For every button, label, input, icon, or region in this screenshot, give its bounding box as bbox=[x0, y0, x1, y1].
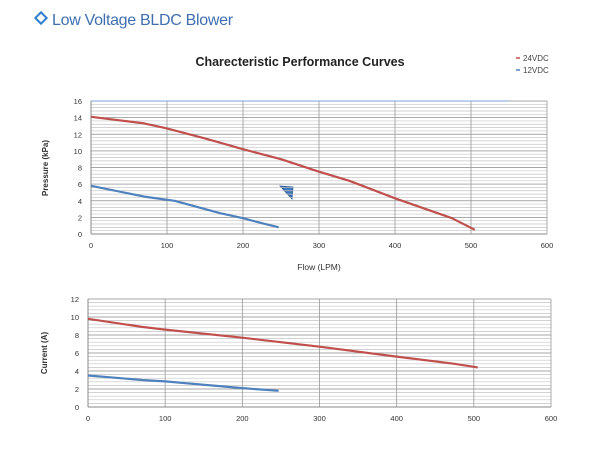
legend: 24VDC 12VDC bbox=[516, 54, 549, 75]
legend-label-12vdc: 12VDC bbox=[523, 66, 549, 75]
y-tick-label: 0 bbox=[78, 230, 82, 239]
y-axis-label-pressure: Pressure (kPa) bbox=[41, 140, 50, 196]
y-tick-label: 12 bbox=[74, 130, 82, 139]
y-tick-label: 2 bbox=[78, 213, 82, 222]
page-header: Low Voltage BLDC Blower bbox=[33, 10, 233, 30]
x-tick-label: 400 bbox=[390, 414, 403, 423]
legend-label-24vdc: 24VDC bbox=[523, 54, 549, 63]
y-tick-label: 10 bbox=[71, 313, 79, 322]
y-tick-label: 8 bbox=[75, 331, 79, 340]
series-line-12vdc bbox=[87, 374, 279, 392]
x-tick-label: 0 bbox=[86, 414, 90, 423]
x-tick-label: 100 bbox=[161, 241, 174, 250]
y-tick-label: 10 bbox=[74, 147, 82, 156]
y-tick-label: 2 bbox=[75, 385, 79, 394]
x-tick-label: 600 bbox=[541, 241, 554, 250]
x-tick-label: 0 bbox=[89, 241, 93, 250]
x-tick-label: 200 bbox=[237, 241, 250, 250]
y-axis-label-current: Current (A) bbox=[40, 332, 49, 375]
header-title: Low Voltage BLDC Blower bbox=[52, 12, 233, 29]
x-axis-label: Flow (LPM) bbox=[297, 262, 341, 272]
y-tick-label: 12 bbox=[71, 295, 79, 304]
x-tick-label: 200 bbox=[236, 414, 249, 423]
y-tick-label: 6 bbox=[78, 180, 82, 189]
y-tick-label: 8 bbox=[78, 164, 82, 173]
y-tick-label: 0 bbox=[75, 403, 79, 412]
x-tick-label: 600 bbox=[545, 414, 558, 423]
x-tick-label: 100 bbox=[159, 414, 172, 423]
y-tick-label: 16 bbox=[74, 97, 82, 106]
x-tick-label: 500 bbox=[465, 241, 478, 250]
y-tick-label: 6 bbox=[75, 349, 79, 358]
triangle-marker-icon bbox=[279, 185, 294, 200]
series-line-12vdc bbox=[90, 184, 279, 229]
x-tick-label: 300 bbox=[313, 414, 326, 423]
y-tick-label: 14 bbox=[74, 114, 82, 123]
x-tick-label: 400 bbox=[389, 241, 402, 250]
chart-title: Charecteristic Performance Curves bbox=[195, 55, 404, 69]
x-tick-label: 300 bbox=[313, 241, 326, 250]
x-tick-label: 500 bbox=[468, 414, 481, 423]
y-tick-label: 4 bbox=[75, 367, 79, 376]
series-line-24vdc bbox=[87, 317, 478, 369]
y-tick-label: 4 bbox=[78, 197, 82, 206]
series-line-24vdc bbox=[90, 115, 476, 231]
